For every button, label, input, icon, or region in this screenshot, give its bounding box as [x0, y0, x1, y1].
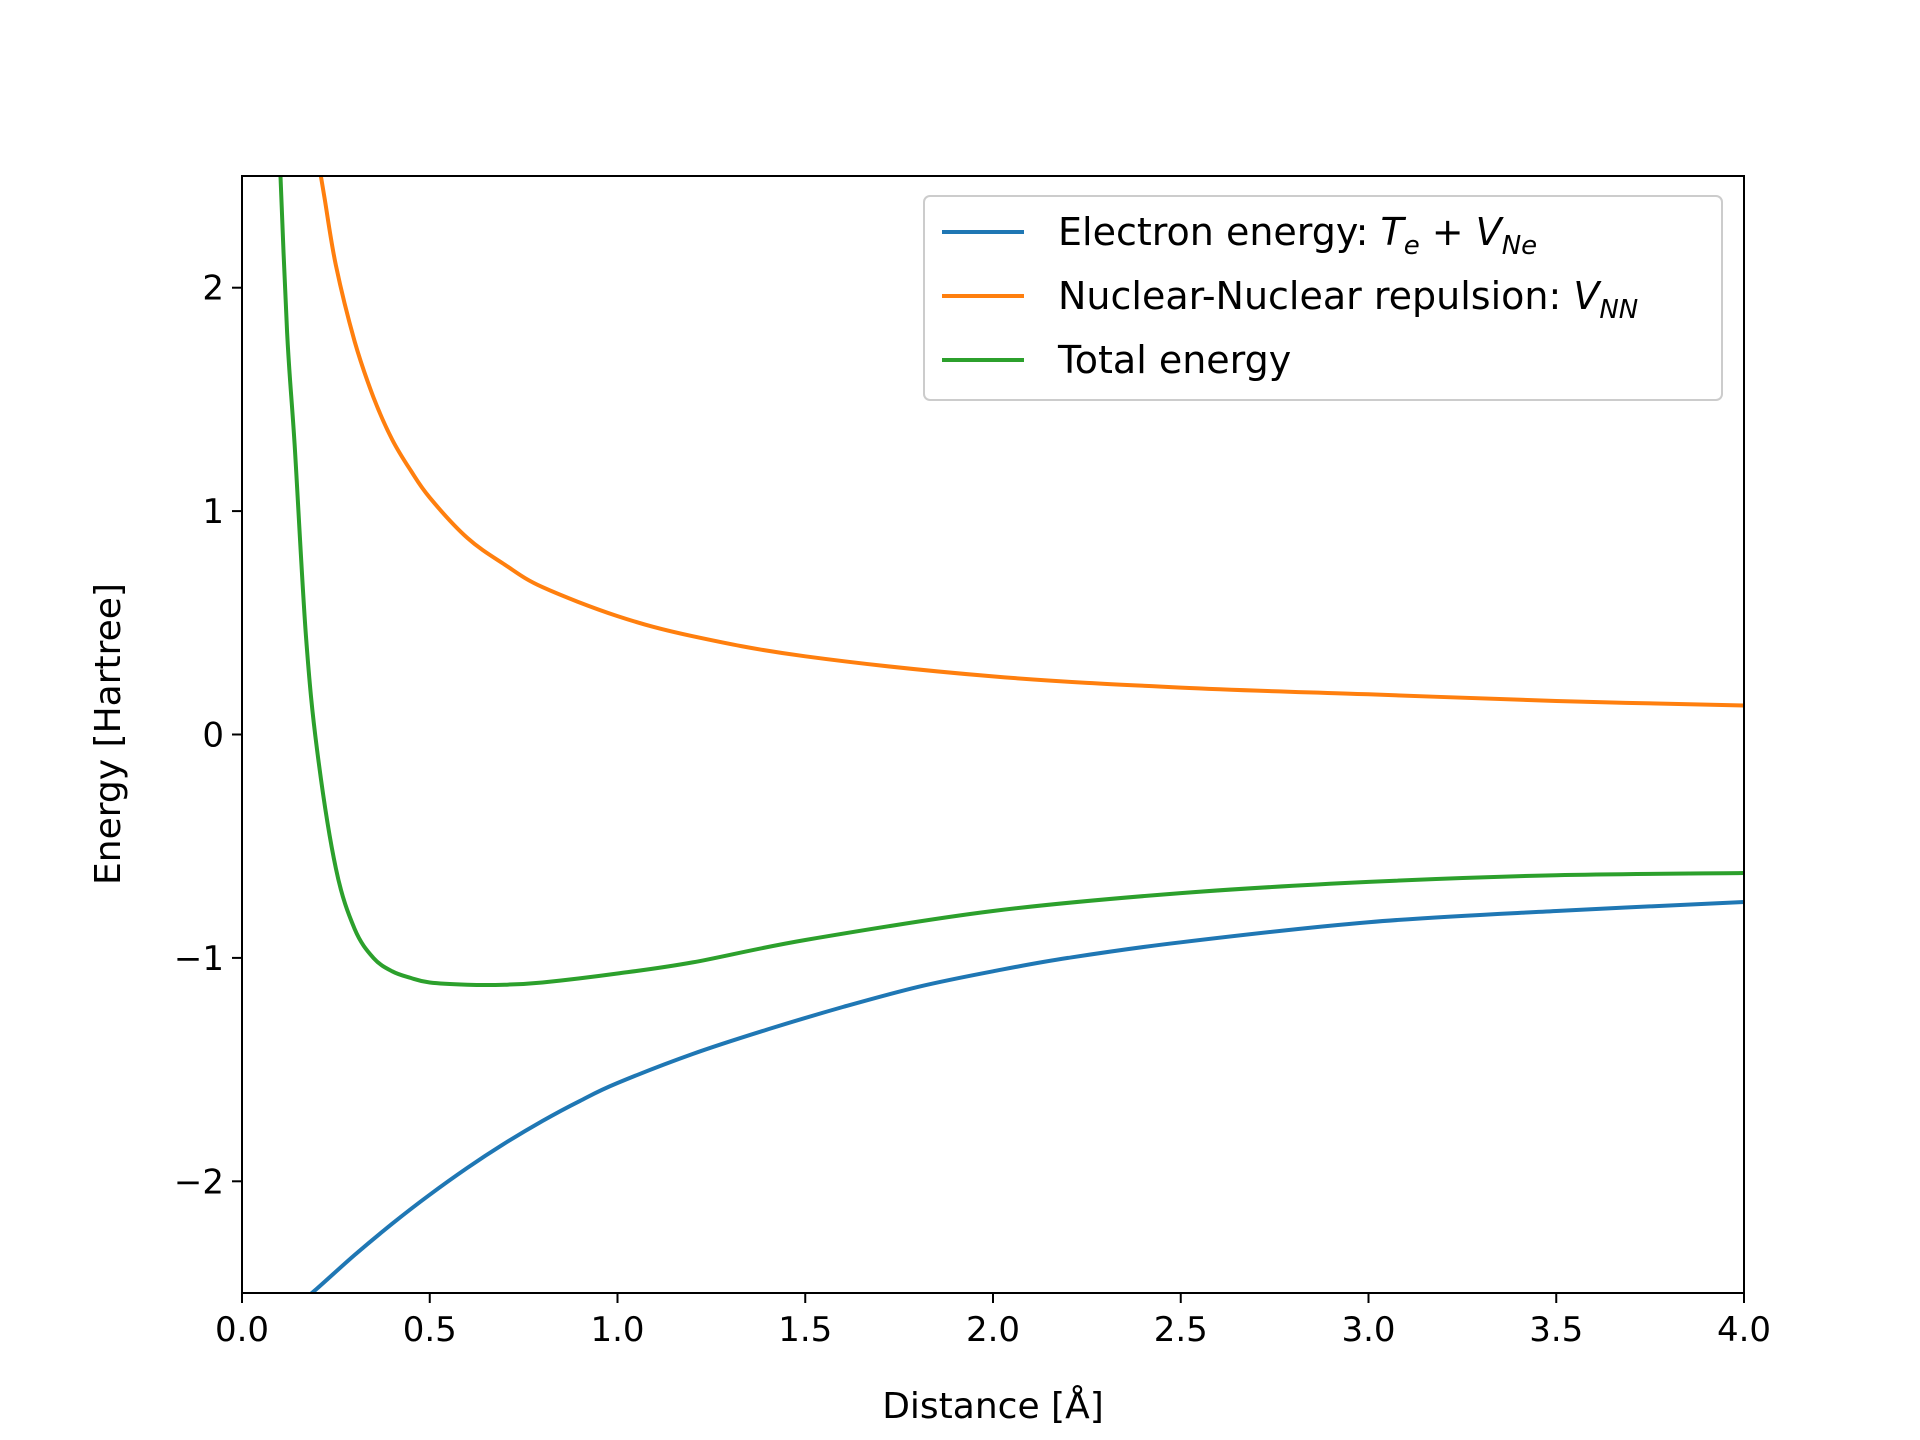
x-tick-label: 3.5 [1529, 1310, 1583, 1350]
x-tick-label: 1.0 [590, 1310, 644, 1350]
y-tick-label: 2 [202, 269, 224, 309]
series-line-2 [278, 176, 1744, 987]
x-tick-label: 0.0 [215, 1310, 269, 1350]
series-line-0 [308, 900, 1744, 1293]
x-tick-label: 2.0 [966, 1310, 1020, 1350]
x-axis-label: Distance [Å] [882, 1384, 1104, 1427]
y-axis-label: Energy [Hartree] [88, 583, 129, 885]
y-tick-label: 0 [202, 716, 224, 756]
series-layer [278, 176, 1744, 1293]
y-axis-ticks: −2 −1 0 1 2 [174, 269, 242, 1202]
legend-entry-total: Total energy [1057, 338, 1291, 382]
x-tick-label: 0.5 [403, 1310, 457, 1350]
x-tick-label: 2.5 [1154, 1310, 1208, 1350]
x-axis-ticks: 0.0 0.5 1.0 1.5 2.0 2.5 3.0 3.5 4.0 [215, 1293, 1771, 1350]
y-tick-label: −1 [174, 939, 224, 979]
legend: Electron energy: Te + VNe Nuclear-Nuclea… [923, 195, 1723, 401]
y-tick-label: −2 [174, 1162, 224, 1202]
x-tick-label: 4.0 [1717, 1310, 1771, 1350]
legend-box [923, 195, 1723, 401]
x-tick-label: 1.5 [778, 1310, 832, 1350]
x-tick-label: 3.0 [1341, 1310, 1395, 1350]
legend-entry-nuclear: Nuclear-Nuclear repulsion: VNN [1058, 274, 1638, 325]
y-tick-label: 1 [202, 492, 224, 532]
legend-entry-electron: Electron energy: Te + VNe [1058, 210, 1537, 261]
series-line-1 [318, 176, 1744, 708]
